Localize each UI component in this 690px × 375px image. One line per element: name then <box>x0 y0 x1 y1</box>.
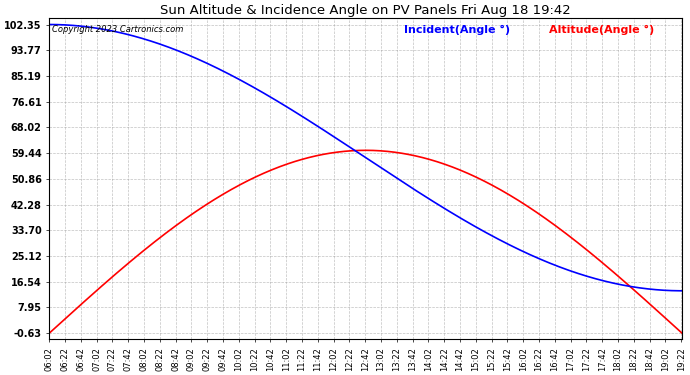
Text: Incident(Angle °): Incident(Angle °) <box>404 25 510 35</box>
Title: Sun Altitude & Incidence Angle on PV Panels Fri Aug 18 19:42: Sun Altitude & Incidence Angle on PV Pan… <box>160 4 571 17</box>
Text: Copyright 2023 Cartronics.com: Copyright 2023 Cartronics.com <box>52 25 184 34</box>
Text: Altitude(Angle °): Altitude(Angle °) <box>549 25 654 35</box>
